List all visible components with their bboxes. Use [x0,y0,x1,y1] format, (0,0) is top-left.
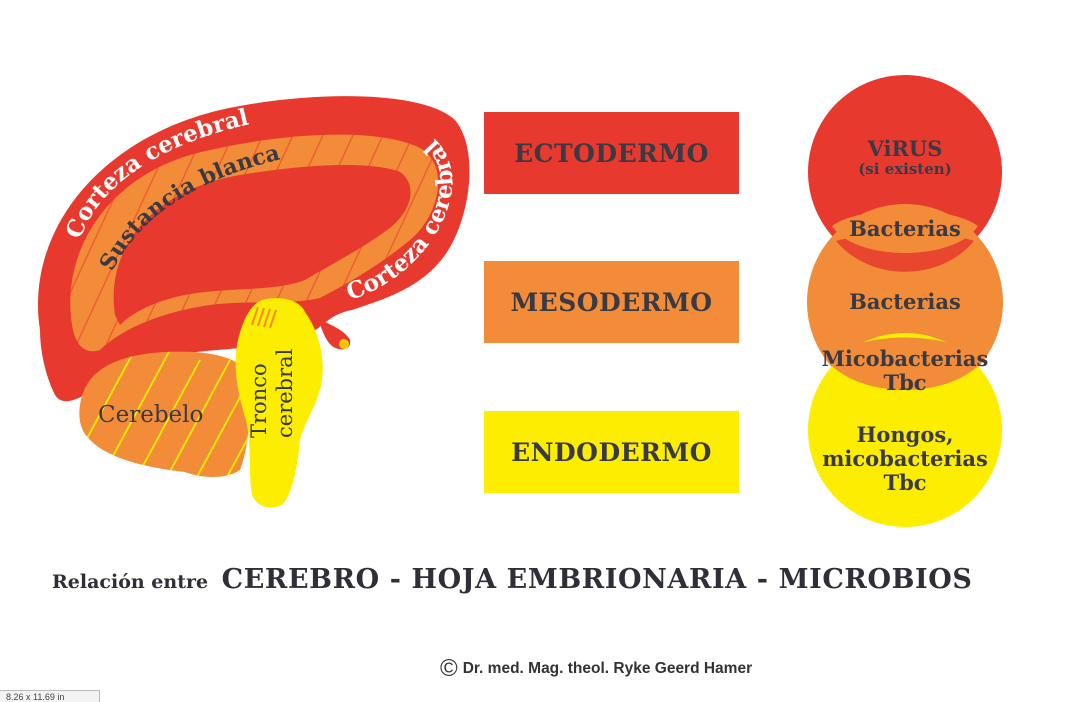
brainstem-hatching [251,306,277,329]
caption-main: CEREBRO - HOJA EMBRIONARIA - MICROBIOS [221,564,973,595]
label-tronco-2: cerebral [273,348,297,438]
copyright-icon: © [440,655,458,682]
brainstem [235,298,323,508]
stem-tip-dot [339,339,349,349]
bottom-label-2: micobacterias [822,446,988,471]
mesodermo-box: MESODERMO [484,261,739,343]
mesodermo-label: MESODERMO [510,287,713,317]
overlap-bottom-label-1: Micobacterias [822,346,989,371]
endodermo-box: ENDODERMO [484,411,739,493]
bottom-label-3: Tbc [883,470,926,495]
overlap-top-label: Bacterias [849,216,961,241]
overlap-ecto-meso-inner [832,210,978,253]
ectodermo-box: ECTODERMO [484,112,739,194]
credit-text: Dr. med. Mag. theol. Ryke Geerd Hamer [462,660,753,677]
circle-endoderm [808,333,1002,527]
overlap-bottom-label-2: Tbc [883,370,926,395]
virus-title: ViRUS [867,136,943,161]
inner-medulla [113,164,411,325]
virus-sub: (si existen) [858,160,952,178]
page-size-indicator: 8.26 x 11.69 in [0,690,100,702]
endodermo-label: ENDODERMO [511,437,712,467]
ectodermo-label: ECTODERMO [514,138,709,168]
cerebellum [79,351,250,477]
caption: Relación entre CEREBRO - HOJA EMBRIONARI… [52,564,1052,595]
label-tronco-1: Tronco [247,363,271,438]
middle-label: Bacterias [849,289,961,314]
label-cerebelo: Cerebelo [98,402,203,428]
bottom-label-1: Hongos, [857,422,954,447]
credit: © Dr. med. Mag. theol. Ryke Geerd Hamer [440,654,752,684]
overlap-meso-endo [826,337,984,390]
caption-prefix: Relación entre [52,571,209,593]
